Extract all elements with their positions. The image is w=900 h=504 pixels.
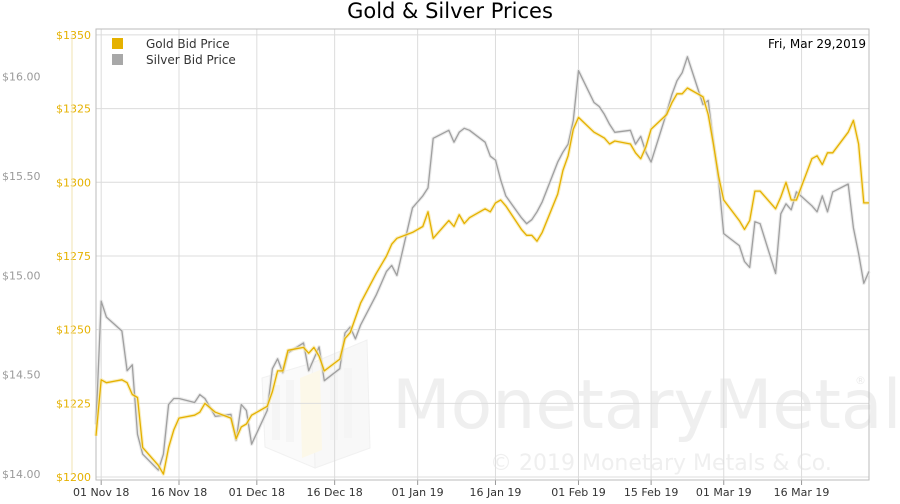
- y-right-tick-label: $14.00: [2, 468, 41, 481]
- x-tick-label: 01 Feb 19: [551, 486, 605, 499]
- y-left-tick-label: $1200: [56, 471, 91, 484]
- x-tick-label: 16 Jan 19: [469, 486, 521, 499]
- y-right-tick-label: $16.00: [2, 71, 41, 84]
- plot-frame: [95, 28, 870, 481]
- y-left-tick-label: $1225: [56, 397, 91, 410]
- axes: $1200 $1225 $1250 $1275 $1300 $1325 $1350 $14.0…: [2, 28, 870, 499]
- y-right-tick-label: $15.50: [2, 170, 41, 183]
- watermark-logo: [261, 339, 371, 469]
- watermark-registered: ®: [855, 374, 866, 387]
- legend-label-silver: Silver Bid Price: [146, 53, 236, 67]
- chart-title: Gold & Silver Prices: [347, 0, 553, 23]
- date-label: Fri, Mar 29,2019: [768, 37, 866, 51]
- x-tick-label: 16 Nov 18: [151, 486, 207, 499]
- y-right-tick-label: $15.00: [2, 269, 41, 282]
- x-tick-label: 01 Nov 18: [73, 486, 129, 499]
- y-right-tick-label: $14.50: [2, 369, 41, 382]
- legend-swatch-gold: [112, 38, 123, 49]
- legend: Gold Bid Price Silver Bid Price: [112, 37, 236, 67]
- x-tick-label: 01 Dec 18: [229, 486, 285, 499]
- x-tick-label: 01 Mar 19: [696, 486, 752, 499]
- y-left-tick-label: $1300: [56, 176, 91, 189]
- x-tick-label: 16 Dec 18: [307, 486, 363, 499]
- x-tick-label: 16 Mar 19: [774, 486, 830, 499]
- legend-swatch-silver: [112, 54, 123, 65]
- series-line-gold: [95, 87, 869, 475]
- y-left-tick-label: $1350: [56, 29, 91, 42]
- y-left-tick-label: $1250: [56, 324, 91, 337]
- watermark-copyright: © 2019 Monetary Metals & Co.: [490, 451, 832, 476]
- y-left-tick-label: $1275: [56, 250, 91, 263]
- grid-lines: [96, 29, 869, 480]
- x-tick-label: 15 Feb 19: [624, 486, 678, 499]
- series-lines: [94, 55, 871, 476]
- legend-label-gold: Gold Bid Price: [146, 37, 230, 51]
- y-left-tick-label: $1325: [56, 103, 91, 116]
- x-tick-label: 01 Jan 19: [392, 486, 444, 499]
